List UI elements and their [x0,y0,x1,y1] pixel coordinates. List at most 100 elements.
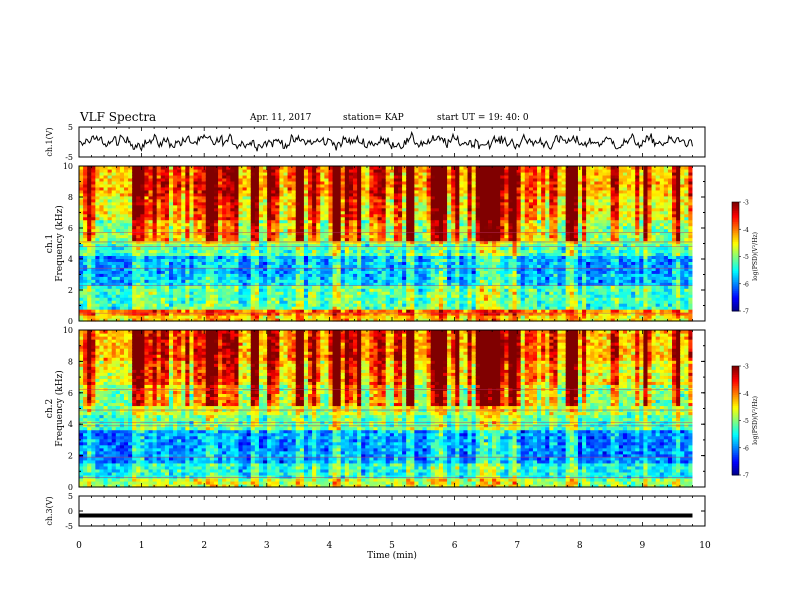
spectrogram-cell [119,219,125,224]
spectrogram-cell [83,312,88,316]
spectrogram-cell [140,282,146,286]
spectrogram-cell [107,255,113,259]
spectrogram-cell [79,231,84,236]
spectrogram-cell [132,183,137,188]
spectrogram-cell [136,210,141,215]
spectrogram-cell [152,267,158,271]
spectrogram-cell [123,282,129,286]
spectrogram-cell [136,174,141,179]
spectrogram-cell [99,198,105,203]
spectrogram-cell [111,261,117,265]
spectrogram-cell [132,297,137,301]
spectrogram-cell [115,306,121,310]
spectrogram-cell [87,285,92,289]
spectrogram-cell [128,288,133,292]
spectrogram-cell [111,276,117,280]
spectrogram-cell [111,234,117,239]
spectrogram-cell [140,171,146,176]
spectrogram-cell [140,315,146,319]
spectrogram-cell [115,273,121,277]
spectrogram-cell [107,249,113,254]
spectrogram-cell [136,318,141,322]
spectrogram-cell [132,231,137,236]
spectrogram-cell [87,222,92,227]
spectrogram-cell [123,210,129,215]
spectrogram-cell [99,300,105,304]
spectrogram-cell [111,297,117,301]
spectrogram-cell [132,186,137,191]
spectrogram-cell [128,279,133,283]
spectrogram-cell [132,216,137,221]
spectrogram-cell [111,225,117,230]
spectrogram-cell [115,168,121,173]
spectrogram-cell [254,166,260,170]
spectrogram-cell [156,166,162,170]
spectrogram-cell [95,315,101,319]
spectrogram-cell [144,273,150,277]
spectrogram-cell [91,267,96,271]
spectrogram-cell [79,282,84,286]
spectrogram-cell [107,237,113,242]
spectrogram-cell [128,306,133,310]
spectrogram-cell [132,303,137,307]
spectrogram-cell [95,207,101,212]
spectrogram-cell [447,166,452,170]
spectrogram-cell [148,306,154,310]
spectrogram-cell [79,306,84,310]
spectrogram-cell [119,288,125,292]
spectrogram-cell [103,216,109,221]
spectrogram-cell [87,306,92,310]
spectrogram-cell [115,166,121,170]
spectrogram-cell [83,261,88,265]
spectrogram-cell [148,228,154,233]
spectrogram-cell [136,195,141,200]
spectrogram-cell [119,225,125,230]
spectrogram-cell [83,282,88,286]
spectrogram-cell [136,303,141,307]
spectrogram-cell [79,303,84,307]
spectrogram-cell [83,285,88,289]
spectrogram-cell [79,264,84,268]
spectrogram-cell [128,312,133,316]
spectrogram-cell [103,318,109,322]
spectrogram-cell [140,276,146,280]
spectrogram-cell [152,303,158,307]
spectrogram-cell [115,225,121,230]
spectrogram-cell [91,312,96,316]
spectrogram-cell [91,288,96,292]
spectrogram-cell [95,174,101,179]
spectrogram-cell [136,252,141,257]
chart-title: VLF Spectra [80,110,157,124]
spectrogram-cell [132,261,137,265]
spectrogram-cell [107,216,113,221]
spectrogram-cell [136,204,141,209]
spectrogram-cell [107,228,113,233]
spectrogram-cell [111,228,117,233]
spectrogram-cell [132,246,137,251]
spectrogram-cell [103,192,109,197]
spectrogram-cell [115,207,121,212]
spectrogram-cell [123,237,129,242]
spectrogram-cell [79,189,84,194]
spectrogram-cell [132,204,137,209]
spectrogram-cell [119,246,125,251]
spectrogram-cell [99,279,105,283]
spectrogram-cell [385,166,391,170]
spectrogram-cell [152,255,158,259]
spectrogram-cell [103,276,109,280]
spectrogram-cell [119,270,125,274]
spectrogram-cell [164,166,170,170]
spectrogram-cell [79,201,84,206]
spectrogram-cell [119,300,125,304]
spectrogram-cell [128,267,133,271]
spectrogram-cell [111,210,117,215]
spectrogram-cell [128,309,133,313]
spectrogram-cell [140,201,146,206]
spectrogram-cell [123,174,129,179]
spectrogram-cell [79,166,84,170]
spectrogram-cell [103,168,109,173]
spectrogram-cell [83,219,88,224]
spectrogram-cell [115,267,121,271]
spectrogram-cell [119,198,125,203]
spectrogram-cell [103,189,109,194]
